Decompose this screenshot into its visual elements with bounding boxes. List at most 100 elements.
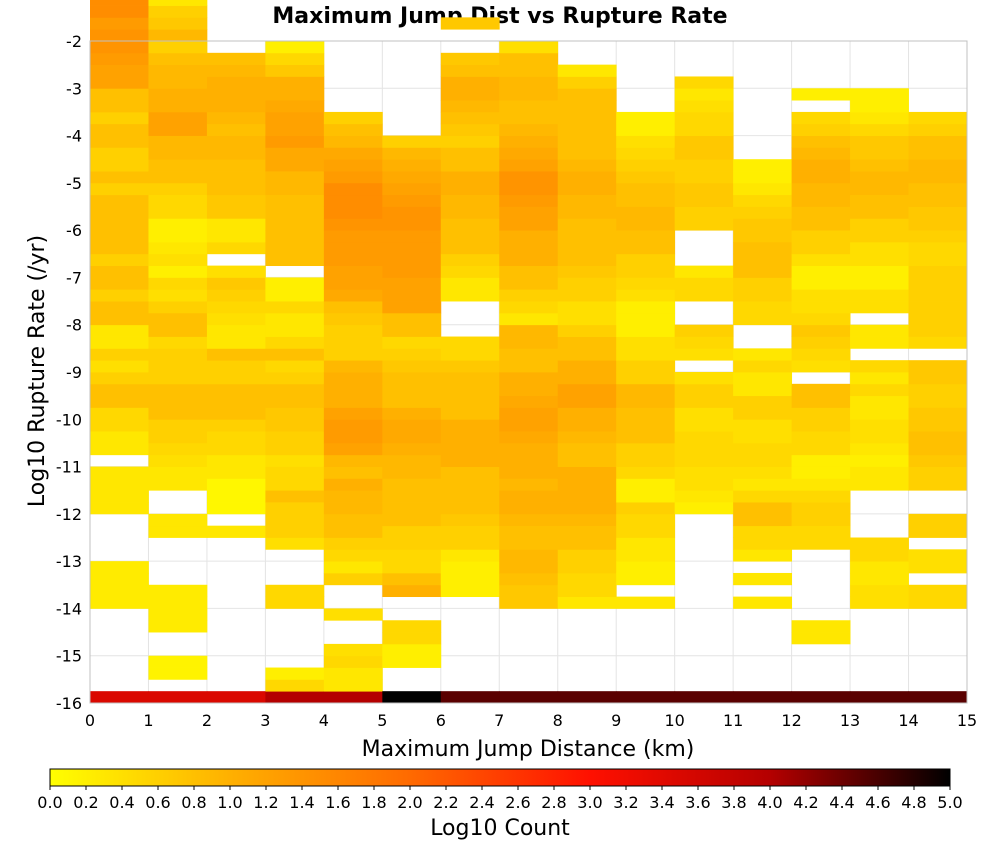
- heatmap-cell: [616, 171, 676, 184]
- heatmap-cell: [148, 525, 208, 538]
- heatmap-cell: [499, 691, 559, 704]
- heatmap-cell: [90, 100, 149, 113]
- heatmap-cell: [908, 407, 968, 420]
- heatmap-cell: [674, 265, 734, 278]
- heatmap-cell: [733, 230, 792, 243]
- heatmap-cell: [265, 667, 325, 680]
- heatmap-cell: [148, 159, 208, 172]
- heatmap-cell: [791, 691, 851, 704]
- heatmap-cell: [440, 111, 500, 125]
- heatmap-cell: [148, 348, 208, 361]
- heatmap-cell: [90, 372, 149, 385]
- heatmap-cell: [499, 135, 559, 148]
- heatmap-cell: [499, 76, 559, 89]
- heatmap-cell: [323, 372, 383, 385]
- heatmap-cell: [908, 478, 968, 491]
- heatmap-cell: [908, 324, 968, 337]
- heatmap-cell: [148, 206, 208, 219]
- heatmap-cell: [440, 584, 500, 598]
- heatmap-cell: [206, 312, 266, 326]
- heatmap-cell: [382, 466, 442, 479]
- colorbar-tick-label: 2.2: [433, 793, 458, 812]
- heatmap-cell: [733, 360, 792, 373]
- heatmap-cell: [499, 218, 559, 231]
- heatmap-cell: [616, 572, 676, 586]
- heatmap-cell: [206, 360, 266, 373]
- heatmap-cell: [148, 135, 208, 148]
- heatmap-cell: [382, 383, 442, 397]
- heatmap-cell: [148, 312, 208, 326]
- heatmap-cell: [850, 301, 909, 314]
- heatmap-cell: [90, 111, 149, 125]
- x-axis-label: Maximum Jump Distance (km): [362, 737, 695, 762]
- heatmap-cell: [382, 454, 442, 467]
- heatmap-cell: [90, 277, 149, 290]
- heatmap-cell: [206, 123, 266, 136]
- heatmap-cell: [265, 206, 325, 219]
- heatmap-cell: [90, 478, 149, 491]
- heatmap-cell: [323, 218, 383, 231]
- heatmap-cell: [265, 466, 325, 479]
- heatmap-cell: [791, 88, 851, 101]
- heatmap-cell: [850, 100, 909, 113]
- y-tick-label: -13: [56, 552, 82, 571]
- heatmap-cell: [90, 29, 149, 42]
- heatmap-cell: [850, 572, 909, 586]
- heatmap-cell: [733, 407, 792, 420]
- heatmap-cell: [90, 218, 149, 231]
- heatmap-cell: [850, 324, 909, 337]
- heatmap-cell: [90, 194, 149, 207]
- heatmap-cell: [206, 442, 266, 456]
- heatmap-cell: [265, 348, 325, 361]
- heatmap-cell: [382, 561, 442, 574]
- x-tick-label: 6: [436, 711, 446, 730]
- heatmap-cell: [382, 182, 442, 196]
- heatmap-cell: [733, 537, 792, 550]
- heatmap-cell: [148, 182, 208, 196]
- heatmap-cell: [908, 419, 968, 432]
- heatmap-cell: [499, 194, 559, 207]
- heatmap-cell: [616, 407, 676, 420]
- heatmap-cell: [440, 159, 500, 172]
- heatmap-cell: [90, 502, 149, 515]
- heatmap-cell: [733, 502, 792, 515]
- heatmap-cell: [850, 135, 909, 148]
- heatmap-cell: [148, 383, 208, 397]
- heatmap-cell: [616, 502, 676, 515]
- colorbar-tick-label: 0.8: [181, 793, 206, 812]
- heatmap-cell: [148, 691, 208, 704]
- heatmap-cell: [557, 159, 617, 172]
- heatmap-cell: [791, 277, 851, 290]
- y-tick-label: -9: [66, 363, 82, 382]
- heatmap-cell: [148, 407, 208, 420]
- heatmap-cell: [791, 194, 851, 207]
- colorbar-tick-label: 2.0: [397, 793, 422, 812]
- heatmap-cell: [265, 454, 325, 467]
- heatmap-cell: [791, 171, 851, 184]
- heatmap-cell: [499, 442, 559, 456]
- heatmap-cell: [674, 324, 734, 337]
- heatmap-cell: [90, 490, 149, 503]
- heatmap-cell: [499, 395, 559, 408]
- heatmap-cell: [382, 513, 442, 527]
- heatmap-cell: [733, 289, 792, 302]
- heatmap-cell: [908, 360, 968, 373]
- heatmap-cell: [90, 0, 149, 6]
- heatmap-cell: [850, 478, 909, 491]
- heatmap-cell: [850, 372, 909, 385]
- y-axis-ticks: -16 -15 -14 -13 -12 -11 -10 -9 -8 -7 -6 -5 -4 -3 -2: [56, 32, 82, 713]
- heatmap-cell: [791, 502, 851, 515]
- colorbar-tick-label: 0.4: [109, 793, 134, 812]
- heatmap-cell: [557, 147, 617, 160]
- heatmap-cell: [733, 572, 792, 586]
- heatmap-cell: [148, 454, 208, 467]
- heatmap-cell: [674, 407, 734, 420]
- heatmap-cell: [733, 596, 792, 609]
- heatmap-cell: [323, 431, 383, 444]
- heatmap-cell: [791, 159, 851, 172]
- heatmap-cell: [557, 289, 617, 302]
- colorbar-tick-label: 3.6: [685, 793, 710, 812]
- heatmap-cell: [616, 159, 676, 172]
- heatmap-cell: [674, 123, 734, 136]
- heatmap-cell: [382, 194, 442, 207]
